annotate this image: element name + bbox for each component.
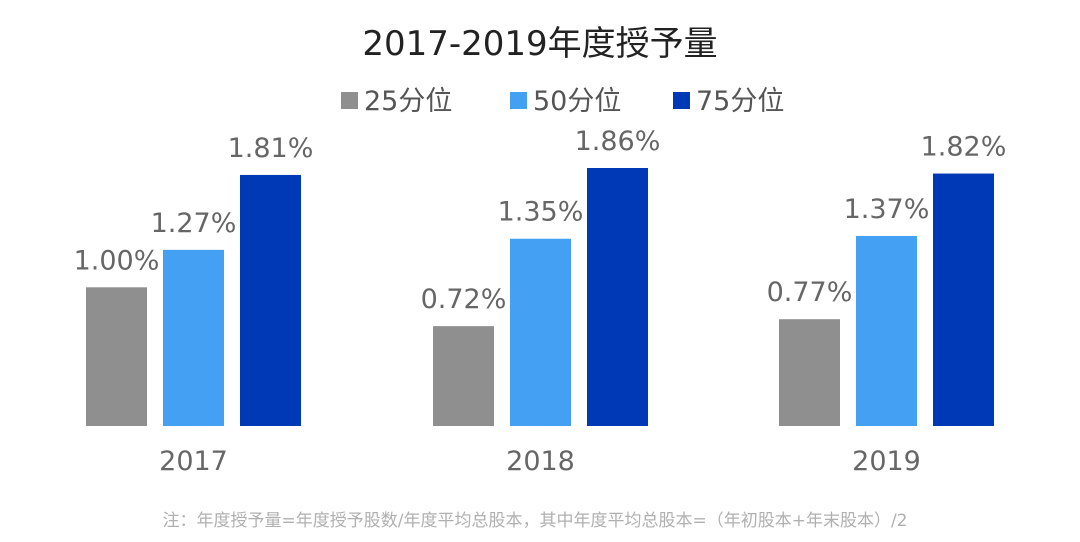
value-label-2019-series-3: 1.82% [921,132,1007,163]
legend-label-1: 25分位 [364,86,452,117]
bar-group-2017: 1.00% 1.27% 1.81% 2017 [74,133,314,477]
legend-item-1: 25分位 [341,86,452,117]
bar-2018-series-3 [587,168,648,426]
legend-label-3: 75分位 [696,86,784,117]
legend-label-2: 50分位 [533,86,621,117]
value-label-2019-series-1: 0.77% [767,277,853,308]
bar-2018-series-1 [433,326,494,426]
chart-title: 2017-2019年度授予量 [362,24,717,64]
bar-2018-series-2 [510,238,571,426]
value-label-2017-series-3: 1.81% [228,133,314,164]
bar-2019-series-3 [933,173,994,426]
chart-legend: 25分位 50分位 75分位 [341,86,784,117]
bar-groups: 1.00%1.27%1.81%20170.72%1.35%1.86%20180.… [74,126,1007,477]
value-label-2018-series-1: 0.72% [421,284,507,315]
bar-2017-series-2 [163,249,224,426]
legend-swatch-1 [341,92,358,109]
bar-group-2018: 0.72% 1.35% 1.86% 2018 [421,126,661,477]
footnote: 注：年度授予量=年度授予股数/年度平均总股本，其中年度平均总股本=（年初股本+年… [162,511,907,531]
bar-group-2019: 0.77% 1.37% 1.82% 2019 [767,132,1007,477]
bar-2017-series-1 [86,287,147,426]
bar-2017-series-3 [240,174,301,426]
legend-swatch-2 [510,92,527,109]
legend-item-2: 50分位 [510,86,621,117]
category-label-2019: 2019 [852,446,921,477]
value-label-2017-series-1: 1.00% [74,245,160,276]
legend-item-3: 75分位 [673,86,784,117]
bar-2019-series-1 [779,319,840,426]
value-label-2018-series-3: 1.86% [575,126,661,157]
value-label-2017-series-2: 1.27% [151,208,237,239]
value-label-2019-series-2: 1.37% [844,194,930,225]
value-label-2018-series-2: 1.35% [498,197,584,228]
category-label-2018: 2018 [506,446,575,477]
category-label-2017: 2017 [159,446,228,477]
legend-swatch-3 [673,92,690,109]
bar-2019-series-2 [856,235,917,426]
